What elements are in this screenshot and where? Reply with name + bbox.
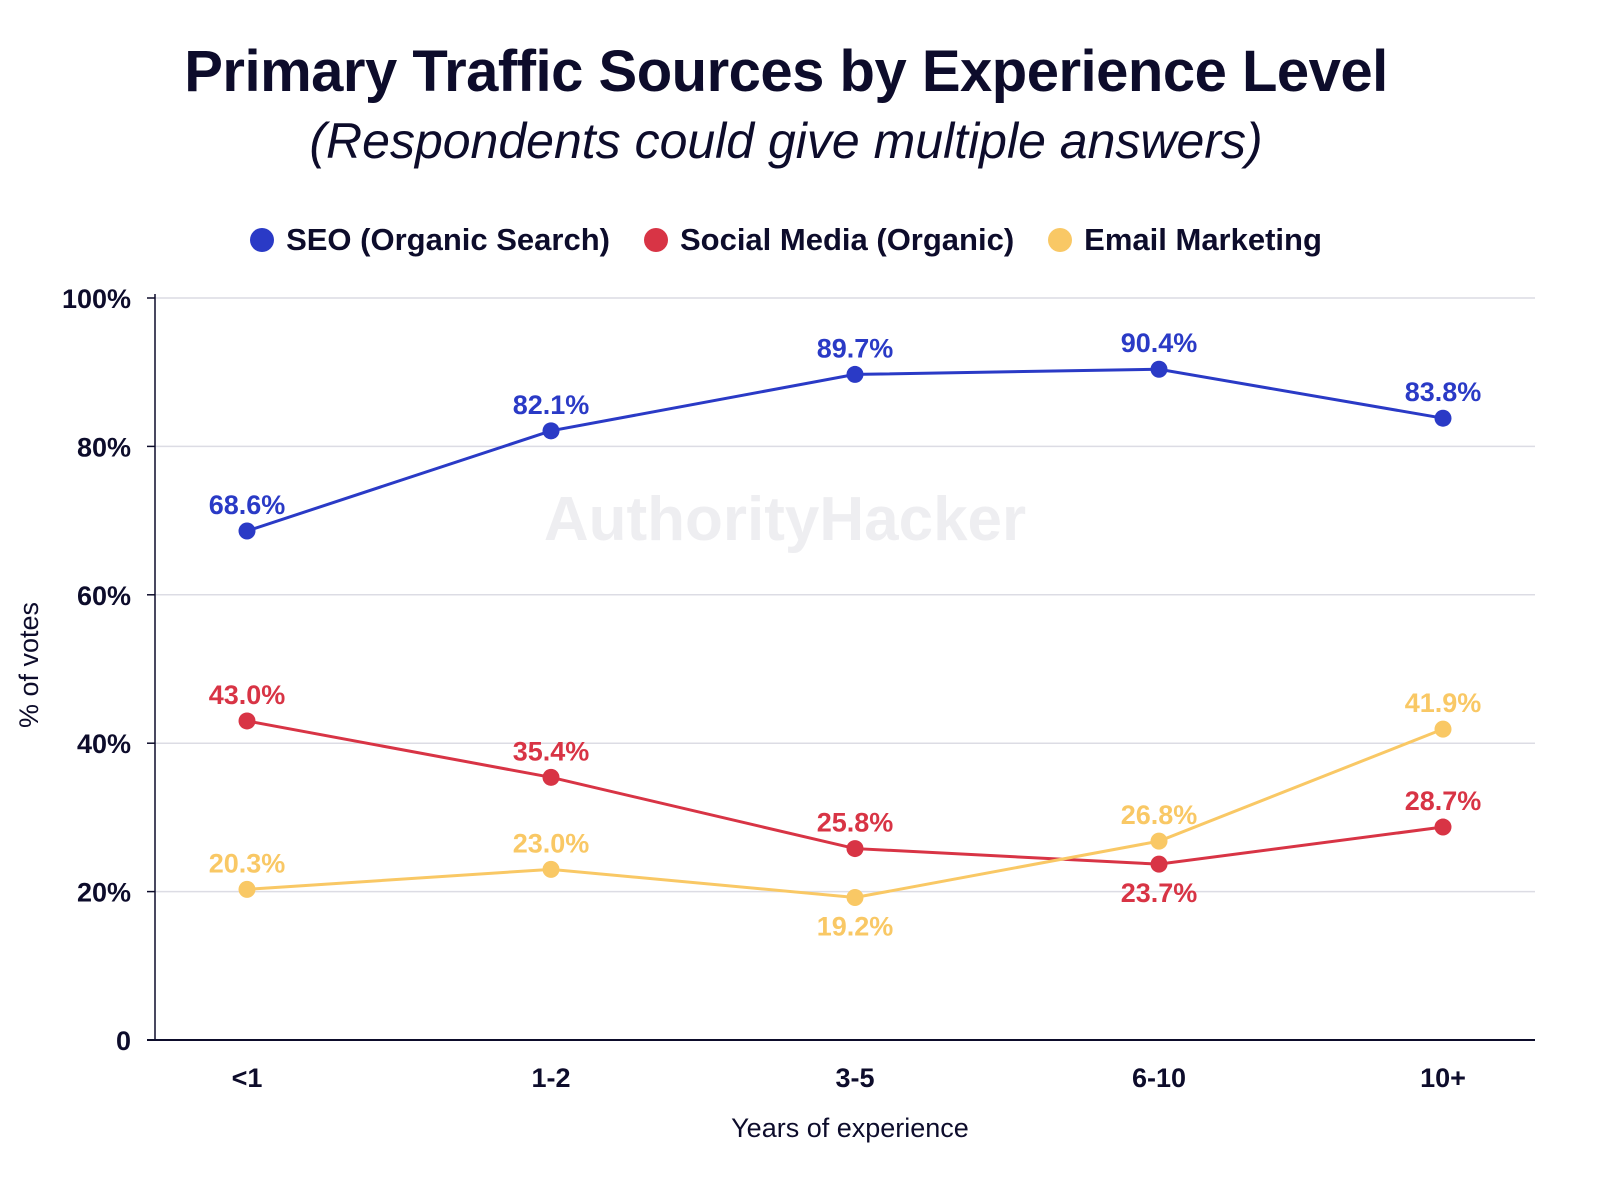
chart-subtitle: (Respondents could give multiple answers… [309,113,1263,169]
y-tick-label: 60% [77,581,131,611]
legend-label-seo: SEO (Organic Search) [286,222,610,257]
legend-marker-social-media [643,228,668,252]
data-label: 82.1% [513,390,590,420]
x-axis-ticks: <1 1-2 3-5 6-10 10+ [232,1063,1466,1093]
series-email-marketing: 20.3% 23.0% 19.2% 26.8% 41.9% [209,688,1482,941]
data-label: 23.0% [513,828,590,858]
legend-label-email-marketing: Email Marketing [1084,222,1322,257]
x-tick-label: 6-10 [1132,1063,1186,1093]
data-point [238,712,256,730]
x-tick-label: 1-2 [531,1063,570,1093]
chart-title: Primary Traffic Sources by Experience Le… [184,39,1388,104]
x-tick-label: 10+ [1420,1063,1466,1093]
data-label: 41.9% [1405,688,1482,718]
data-point [1150,832,1168,850]
data-label: 25.8% [817,808,894,838]
data-label: 19.2% [817,912,894,942]
watermark: AuthorityHacker [544,485,1026,554]
data-point [542,422,560,440]
data-label: 43.0% [209,680,286,710]
x-tick-label: <1 [232,1063,263,1093]
data-point [1434,409,1452,427]
data-point [542,768,560,786]
axes [147,294,1535,1041]
data-point [846,365,864,383]
gridlines [155,297,1535,893]
data-point [846,889,864,907]
legend-marker-email-marketing [1048,228,1073,252]
y-tick-label: 0 [116,1026,131,1056]
data-point [1434,818,1452,836]
data-point [542,860,560,878]
legend-item-seo: SEO (Organic Search) [250,222,610,258]
y-tick-label: 100% [62,284,131,314]
x-tick-label: 3-5 [835,1063,874,1093]
data-label: 35.4% [513,736,590,766]
data-label: 20.3% [209,848,286,878]
x-axis-label: Years of experience [731,1113,969,1143]
data-label: 26.8% [1121,800,1198,830]
legend-label-social-media: Social Media (Organic) [679,222,1015,257]
data-label: 28.7% [1405,786,1482,816]
data-label: 89.7% [817,333,894,363]
y-axis-ticks: 0 20% 40% 60% 80% 100% [62,284,155,1056]
data-point [846,840,864,858]
series-group: 68.6% 82.1% 89.7% 90.4% 83.8% 43.0% 35.4% 25.8%… [209,328,1482,941]
legend-item-social-media: Social Media (Organic) [643,222,1015,258]
legend-item-email-marketing: Email Marketing [1048,222,1322,258]
y-tick-label: 20% [77,878,131,908]
y-tick-label: 80% [77,432,131,462]
data-point [238,522,256,540]
data-point [1150,855,1168,873]
legend-marker-seo [250,228,275,252]
series-seo-organic-search: 68.6% 82.1% 89.7% 90.4% 83.8% [209,328,1482,540]
data-point [1434,720,1452,738]
data-label: 90.4% [1121,328,1198,358]
y-tick-label: 40% [77,729,131,759]
y-axis-label: % of votes [14,602,44,728]
legend: SEO (Organic Search) Social Media (Organ… [0,222,1572,258]
data-point [238,880,256,898]
series-line [246,719,1444,866]
data-point [1150,360,1168,378]
data-label: 23.7% [1121,878,1198,908]
data-label: 83.8% [1405,377,1482,407]
data-label: 68.6% [209,490,286,520]
series-social-media-organic: 43.0% 35.4% 25.8% 23.7% 28.7% [209,680,1482,908]
